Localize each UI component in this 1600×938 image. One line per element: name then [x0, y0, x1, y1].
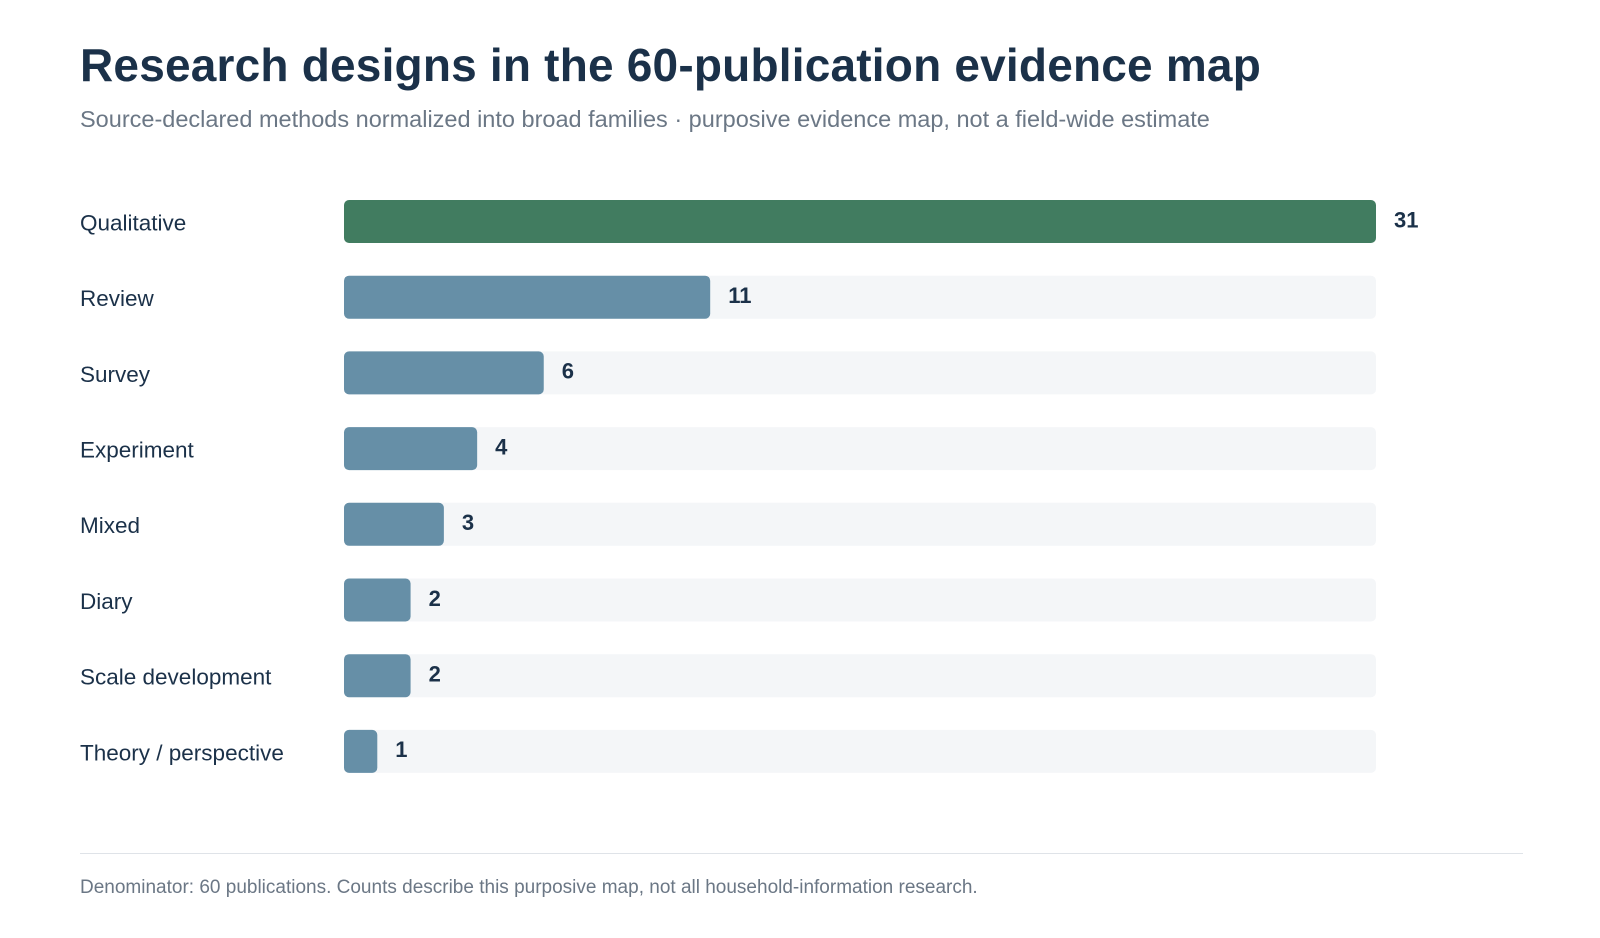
- value-label: 2: [429, 662, 441, 687]
- value-label: 31: [1394, 207, 1418, 232]
- bar-track: [344, 427, 1376, 471]
- bar-scale-development: [344, 654, 411, 698]
- category-label: Scale development: [80, 665, 272, 690]
- value-label: 3: [462, 510, 474, 535]
- bar-track: [344, 578, 1376, 622]
- footer-divider: [80, 853, 1523, 854]
- value-label: 11: [728, 283, 751, 308]
- footnote: Denominator: 60 publications. Counts des…: [80, 877, 978, 898]
- bar-track: [344, 502, 1376, 546]
- category-label: Experiment: [80, 438, 195, 463]
- bar-experiment: [344, 427, 478, 471]
- bar-survey: [344, 351, 544, 395]
- bar-review: [344, 275, 711, 319]
- bar-theory-perspective: [344, 729, 378, 773]
- value-label: 1: [395, 737, 407, 762]
- category-label: Theory / perspective: [80, 740, 284, 765]
- chart-title: Research designs in the 60-publication e…: [80, 39, 1261, 91]
- value-label: 2: [429, 586, 441, 611]
- category-label: Diary: [80, 589, 133, 614]
- value-label: 4: [495, 434, 508, 459]
- bar-mixed: [344, 502, 444, 546]
- category-label: Review: [80, 286, 155, 311]
- category-label: Survey: [80, 362, 151, 387]
- bar-qualitative: [344, 200, 1376, 243]
- bar-track: [344, 729, 1376, 773]
- category-label: Mixed: [80, 513, 140, 538]
- category-label: Qualitative: [80, 210, 186, 235]
- bar-diary: [344, 578, 411, 622]
- bar-track: [344, 351, 1376, 395]
- chart-subtitle: Source-declared methods normalized into …: [80, 106, 1210, 132]
- bar-track: [344, 654, 1376, 698]
- value-label: 6: [562, 359, 574, 384]
